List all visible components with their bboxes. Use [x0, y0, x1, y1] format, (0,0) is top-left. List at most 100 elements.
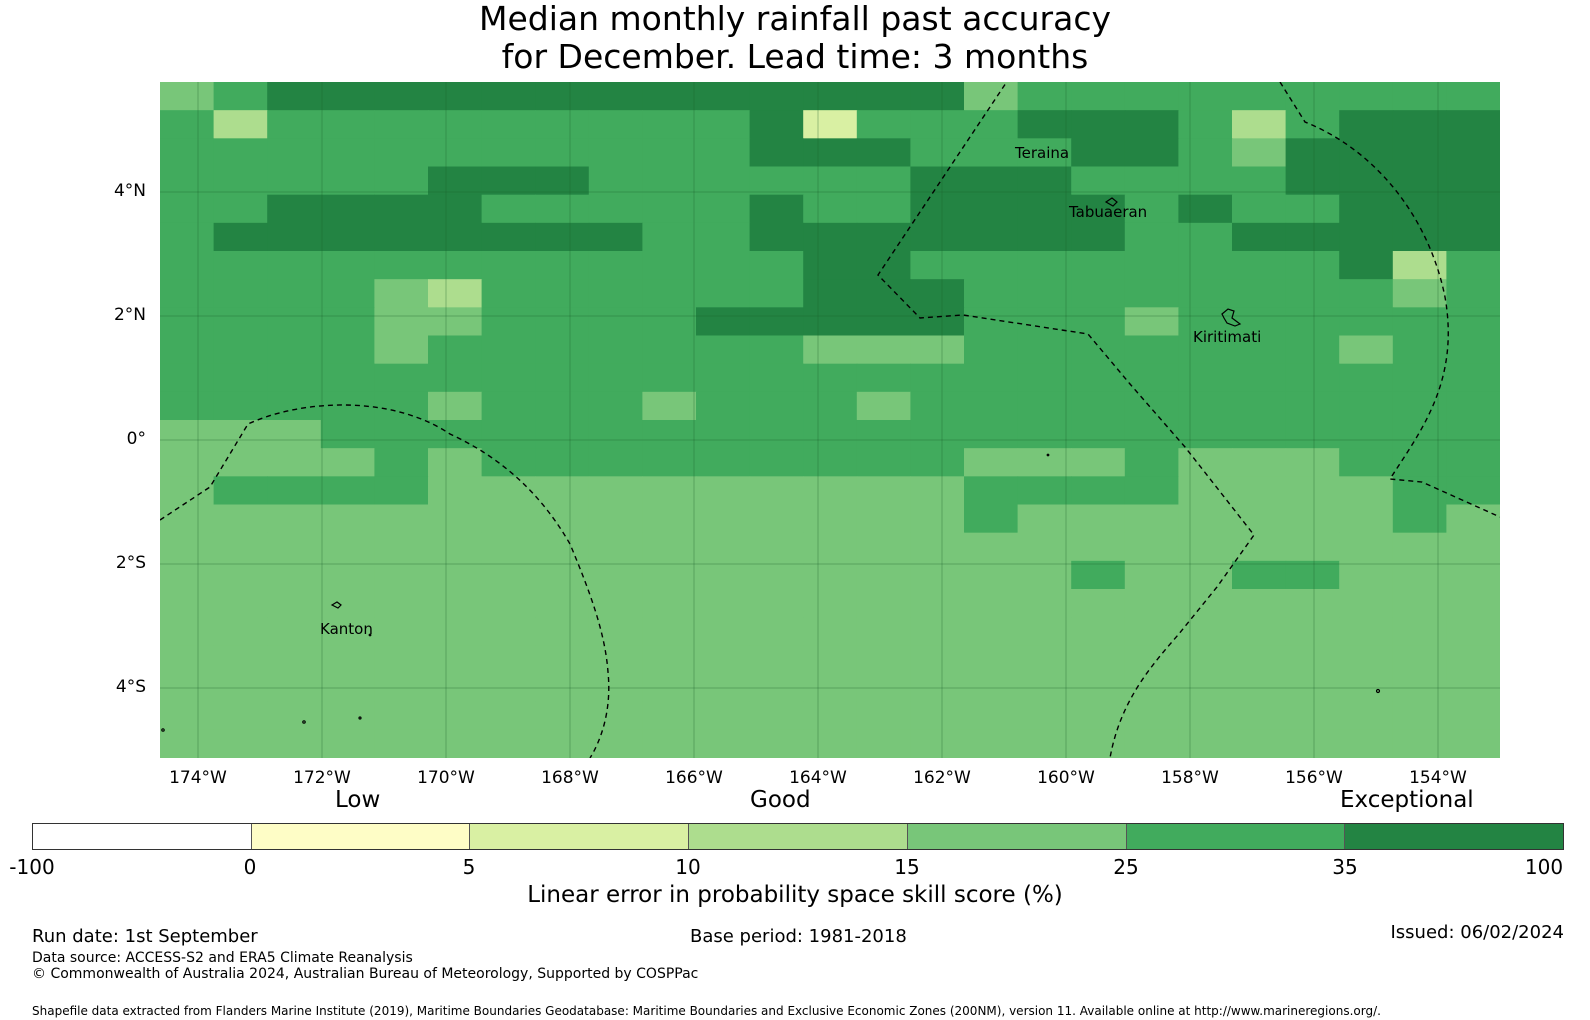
skill-grid-cell	[267, 532, 322, 562]
skill-grid-cell	[1178, 363, 1233, 393]
skill-map: Teraina Tabuaeran Kiritimati Kanton	[160, 82, 1500, 758]
skill-grid-cell	[749, 532, 804, 562]
skill-grid-cell	[1124, 476, 1179, 506]
skill-grid-cell	[374, 532, 429, 562]
skill-grid-cell	[428, 307, 483, 337]
skill-grid-cell	[1124, 420, 1179, 449]
skill-grid-cell	[428, 589, 483, 618]
skill-grid-cell	[1071, 729, 1126, 758]
skill-grid-cell	[428, 504, 483, 534]
skill-grid-cell	[1446, 138, 1500, 168]
skill-grid-cell	[267, 251, 322, 280]
skill-grid-cell	[267, 279, 322, 308]
skill-grid-cell	[535, 279, 590, 308]
skill-grid-cell	[213, 391, 268, 421]
skill-grid-cell	[1017, 279, 1072, 308]
skill-grid-cell	[1339, 110, 1394, 139]
skill-grid-cell	[1071, 110, 1126, 139]
skill-grid-cell	[1446, 363, 1500, 393]
skill-grid-cell	[910, 476, 965, 506]
skill-grid-cell	[642, 279, 697, 308]
skill-grid-cell	[856, 560, 911, 590]
skill-grid-cell	[535, 560, 590, 590]
skill-grid-cell	[803, 82, 858, 111]
skill-grid-cell	[588, 391, 643, 421]
category-label-exceptional: Exceptional	[1340, 787, 1474, 813]
kiribati-line-islands-eez-boundary-east	[1279, 82, 1500, 518]
base-period: Base period: 1981-2018	[690, 926, 907, 947]
skill-grid-cell	[749, 617, 804, 646]
skill-grid-cell	[428, 138, 483, 168]
skill-grid-cell	[160, 166, 215, 196]
skill-grid-cell	[213, 138, 268, 168]
skill-grid-cell	[1339, 589, 1394, 618]
skill-grid-cell	[160, 448, 215, 477]
skill-grid-cell	[428, 82, 483, 111]
skill-grid-cell	[428, 110, 483, 139]
skill-grid-cell	[1339, 448, 1394, 477]
skill-grid-cell	[588, 279, 643, 308]
skill-grid-cell	[160, 82, 215, 111]
skill-grid-cell	[964, 279, 1019, 308]
skill-grid-cell	[267, 110, 322, 139]
skill-grid-cell	[320, 307, 375, 337]
skill-grid-cell	[749, 166, 804, 196]
skill-grid-cell	[267, 166, 322, 196]
skill-grid-cell	[1124, 363, 1179, 393]
skill-grid-cell	[160, 673, 215, 703]
skill-grid-cell	[964, 701, 1019, 731]
skill-grid-cell	[267, 673, 322, 703]
skill-grid-cell	[642, 363, 697, 393]
skill-grid-cell	[1017, 701, 1072, 731]
skill-grid-cell	[1124, 532, 1179, 562]
skill-grid-cell	[696, 589, 751, 618]
skill-grid-cell	[696, 504, 751, 534]
skill-grid-cell	[1392, 589, 1447, 618]
skill-grid-cell	[1232, 335, 1287, 365]
skill-grid-cell	[1178, 532, 1233, 562]
skill-grid-cell	[749, 138, 804, 168]
skill-grid-cell	[1124, 391, 1179, 421]
colorbar-tick: 35	[1332, 855, 1358, 879]
skill-grid-cell	[160, 729, 215, 758]
skill-grid-cell	[374, 645, 429, 675]
skill-grid-cell	[1178, 335, 1233, 365]
skill-grid-cell	[1339, 363, 1394, 393]
skill-grid-cell	[749, 222, 804, 252]
skill-grid-cell	[213, 589, 268, 618]
skill-grid-cell	[642, 645, 697, 675]
skill-grid-cell	[696, 110, 751, 139]
skill-grid-cell	[1446, 589, 1500, 618]
skill-grid-cell	[1178, 82, 1233, 111]
skill-grid-cell	[910, 673, 965, 703]
skill-grid-cell	[1124, 673, 1179, 703]
skill-grid-cell	[1124, 82, 1179, 111]
skill-grid-cell	[1071, 82, 1126, 111]
skill-grid-cell	[803, 307, 858, 337]
skill-grid-cell	[1178, 617, 1233, 646]
place-label-kiritimati: Kiritimati	[1193, 328, 1262, 346]
skill-grid-cell	[1017, 110, 1072, 139]
skill-grid-cell	[1071, 307, 1126, 337]
skill-grid-cell	[535, 617, 590, 646]
skill-grid-cell	[588, 82, 643, 111]
skill-grid-cell	[1017, 391, 1072, 421]
skill-grid-cell	[588, 420, 643, 449]
skill-grid-cell	[642, 82, 697, 111]
skill-grid-cell	[213, 560, 268, 590]
skill-grid-cell	[642, 701, 697, 731]
skill-grid-cell	[428, 363, 483, 393]
map-title-line-2: for December. Lead time: 3 months	[501, 37, 1089, 76]
skill-grid-cell	[749, 363, 804, 393]
skill-grid-cell	[1017, 222, 1072, 252]
skill-grid-cell	[374, 701, 429, 731]
skill-grid-cell	[320, 335, 375, 365]
skill-grid-cell	[1446, 279, 1500, 308]
skill-grid-cell	[1178, 251, 1233, 280]
skill-grid-cell	[803, 194, 858, 224]
skill-grid-cell	[1071, 335, 1126, 365]
skill-grid-cell	[1124, 335, 1179, 365]
skill-grid-cell	[1232, 701, 1287, 731]
skill-grid-cell	[1232, 504, 1287, 534]
category-label-good: Good	[750, 787, 811, 813]
